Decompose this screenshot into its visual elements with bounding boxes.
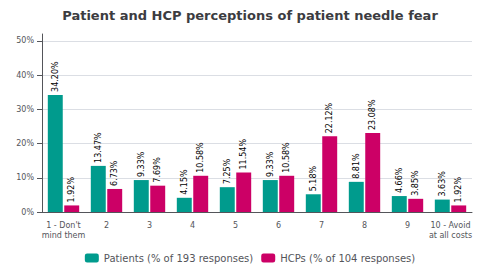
svg-text:2: 2 [104,221,109,230]
svg-text:6.73%: 6.73% [110,160,119,186]
svg-text:9.33%: 9.33% [266,151,275,177]
svg-text:7: 7 [319,221,324,230]
svg-text:Patient and HCP perceptions of: Patient and HCP perceptions of patient n… [62,8,438,23]
svg-text:7.25%: 7.25% [223,158,232,184]
svg-text:40%: 40% [16,71,34,80]
svg-text:at all costs: at all costs [429,231,472,240]
svg-text:3.63%: 3.63% [438,171,447,197]
svg-text:8.81%: 8.81% [352,153,361,179]
svg-text:0%: 0% [21,208,34,217]
svg-text:30%: 30% [16,105,34,114]
svg-text:1 - Don't: 1 - Don't [46,221,81,230]
svg-text:1.92%: 1.92% [454,177,463,203]
svg-text:9: 9 [405,221,410,230]
svg-text:34.20%: 34.20% [51,61,60,92]
svg-text:11.54%: 11.54% [239,139,248,170]
svg-text:9.33%: 9.33% [137,151,146,177]
svg-text:Patients (% of 193 responses): Patients (% of 193 responses) [104,253,254,264]
svg-text:10.58%: 10.58% [282,142,291,173]
svg-text:8: 8 [362,221,367,230]
svg-text:3: 3 [147,221,152,230]
svg-text:5.18%: 5.18% [309,165,318,191]
svg-text:20%: 20% [16,139,34,148]
svg-text:HCPs (% of 104 responses): HCPs (% of 104 responses) [280,253,415,264]
svg-text:4.15%: 4.15% [180,169,189,195]
svg-text:50%: 50% [16,36,34,45]
svg-text:10.58%: 10.58% [196,142,205,173]
svg-text:23.08%: 23.08% [368,99,377,130]
svg-text:3.85%: 3.85% [411,170,420,196]
svg-text:13.47%: 13.47% [94,132,103,163]
svg-text:4: 4 [190,221,195,230]
svg-text:22.12%: 22.12% [325,102,334,133]
svg-text:5: 5 [233,221,238,230]
svg-text:10%: 10% [16,173,34,182]
svg-text:10 - Avoid: 10 - Avoid [430,221,470,230]
svg-text:7.69%: 7.69% [153,157,162,183]
svg-text:1.92%: 1.92% [67,177,76,203]
svg-text:mind them: mind them [42,231,86,240]
svg-text:6: 6 [276,221,281,230]
svg-text:4.66%: 4.66% [395,167,404,193]
